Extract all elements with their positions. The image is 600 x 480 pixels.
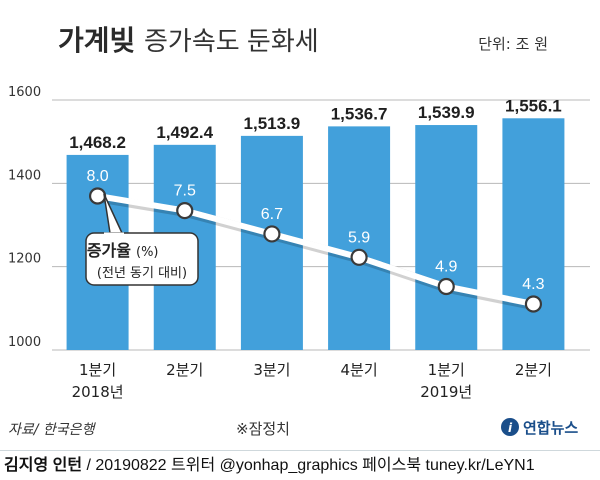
x-tick-label: 2분기 <box>166 361 203 379</box>
bar-value-label: 1,556.1 <box>505 96 562 115</box>
legend-callout: 증가율 (%) (전년 동기 대비) <box>85 193 199 286</box>
growth-value-label: 4.9 <box>435 258 457 275</box>
growth-point <box>524 295 543 313</box>
footer-author: 김지영 인턴 <box>4 457 83 474</box>
growth-value-label: 7.5 <box>174 183 196 200</box>
growth-point <box>350 248 368 266</box>
bar-value-label: 1,513.9 <box>244 114 301 133</box>
growth-value-label: 5.9 <box>348 229 370 246</box>
growth-value-label: 8.0 <box>86 168 108 185</box>
x-tick-label: 3분기 <box>253 361 290 379</box>
growth-point <box>176 201 194 220</box>
legend-series-desc: (전년 동기 대비) <box>97 266 187 281</box>
bar <box>240 135 303 350</box>
footer-info: / 20190822 트위터 @yonhap_graphics 페이스북 tun… <box>82 457 535 474</box>
bar <box>415 125 478 351</box>
footer-credit: 김지영 인턴 / 20190822 트위터 @yonhap_graphics 페… <box>0 450 600 480</box>
y-tick-label: 1600 <box>8 85 41 100</box>
x-tick-label: 2분기 <box>515 361 552 379</box>
brand-logo: i 연합뉴스 <box>501 418 578 437</box>
legend-series-name: 증가율 <box>87 241 131 260</box>
bar <box>328 126 391 350</box>
y-tick-label: 1000 <box>8 335 41 350</box>
source-label: 자료/ 한국은행 <box>8 422 97 438</box>
x-tick-label: 1분기 <box>428 361 465 379</box>
bar-value-label: 1,492.4 <box>156 123 213 142</box>
legend-series-unit: (%) <box>136 245 159 260</box>
growth-value-label: 6.7 <box>261 206 283 223</box>
chart-title: 증가속도 둔화세 <box>144 26 319 56</box>
svg-text:i: i <box>508 421 513 435</box>
x-year-label: 2019년 <box>420 383 472 401</box>
unit-label: 단위: 조 원 <box>478 35 548 53</box>
x-year-label: 2018년 <box>72 383 124 401</box>
bar-value-label: 1,468.2 <box>69 133 126 152</box>
x-tick-label: 1분기 <box>79 361 116 379</box>
chart-title-bold: 가계빚 <box>58 25 135 56</box>
bar <box>502 118 565 351</box>
growth-point <box>88 187 107 205</box>
brand-name: 연합뉴스 <box>523 419 578 437</box>
note-label: ※잠정치 <box>236 420 290 438</box>
brand-globe-icon <box>501 418 519 436</box>
growth-line <box>97 193 535 307</box>
bar-value-label: 1,536.7 <box>331 104 388 123</box>
growth-value-label: 4.3 <box>522 276 544 293</box>
callout-box <box>85 232 199 286</box>
growth-point <box>263 225 281 243</box>
growth-point <box>437 277 455 296</box>
bar-value-label: 1,539.9 <box>418 103 475 122</box>
y-tick-label: 1400 <box>8 168 41 183</box>
x-tick-label: 4분기 <box>341 361 378 379</box>
chart: 1000 1200 1400 1600 8.0 7.5 6.7 5.9 4.9 4.3 1,46… <box>8 25 590 438</box>
y-tick-label: 1200 <box>8 252 41 267</box>
